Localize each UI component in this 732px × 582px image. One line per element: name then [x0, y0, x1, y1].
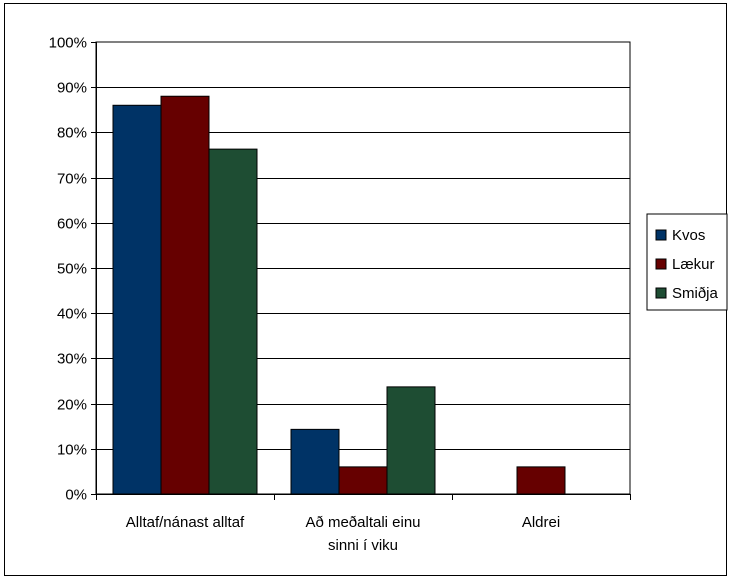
bar-kvos: [290, 428, 340, 495]
y-tick-label: 70%: [57, 171, 87, 188]
bar-lækur: [338, 466, 388, 495]
bar-lækur: [160, 95, 210, 495]
y-tick-label: 30%: [57, 351, 87, 368]
bar-kvos: [112, 104, 162, 495]
legend-label: Smiðja: [672, 285, 719, 302]
y-tick-label: 60%: [57, 216, 87, 233]
legend-swatch: [655, 287, 667, 299]
y-tick-label: 0%: [65, 487, 87, 504]
legend-swatch: [655, 258, 667, 270]
legend-label: Lækur: [672, 256, 715, 273]
y-tick-label: 10%: [57, 442, 87, 459]
x-category-label: sinni í viku: [328, 537, 398, 554]
legend-label: Kvos: [672, 227, 705, 244]
y-tick-label: 20%: [57, 397, 87, 414]
legend-swatch: [655, 229, 667, 241]
x-category-label: Aldrei: [522, 514, 560, 531]
y-tick-label: 100%: [49, 35, 87, 52]
bar-smiðja: [208, 148, 258, 495]
y-tick-label: 50%: [57, 261, 87, 278]
bar-smiðja: [386, 386, 436, 495]
y-tick-label: 90%: [57, 80, 87, 97]
x-category-label: Að meðaltali einu: [305, 514, 420, 531]
bar-lækur: [516, 466, 566, 495]
y-tick-label: 80%: [57, 125, 87, 142]
x-category-label: Alltaf/nánast alltaf: [126, 514, 245, 531]
y-tick-label: 40%: [57, 306, 87, 323]
